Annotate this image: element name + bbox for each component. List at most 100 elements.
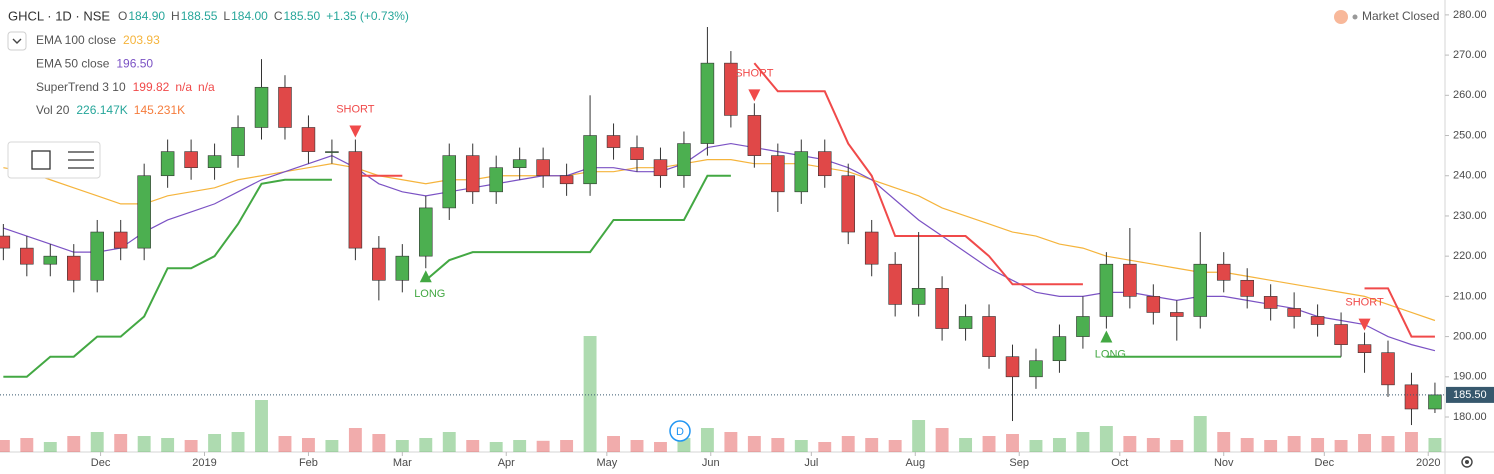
volume-bar: [1405, 432, 1418, 452]
indicator-value: 199.82: [133, 80, 170, 94]
candle-body: [864, 231, 879, 265]
status-bullet: [1352, 14, 1358, 20]
candle-body: [231, 127, 245, 156]
volume-bar: [724, 432, 738, 452]
settings-icon[interactable]: [1461, 456, 1473, 468]
volume-bar: [255, 400, 268, 452]
volume-bar: [982, 436, 996, 452]
long-arrow: [419, 270, 432, 283]
indicator-value: 226.147K: [76, 103, 127, 117]
ohlc-key: O: [118, 9, 127, 23]
volume-bar: [419, 438, 433, 452]
short-label: SHORT: [336, 103, 375, 115]
volume-bar: [1217, 432, 1231, 452]
candle-body: [724, 62, 738, 116]
x-tick-label: Oct: [1111, 457, 1128, 469]
symbol: GHCL · 1D · NSE: [8, 8, 110, 23]
volume-bar: [395, 440, 409, 452]
long-arrow: [1100, 330, 1113, 343]
x-tick-label: Apr: [498, 457, 515, 469]
y-tick-label: 270.00: [1453, 49, 1487, 61]
collapse-toggle[interactable]: [7, 31, 27, 51]
volume-bar: [442, 432, 456, 452]
candle-body: [794, 151, 809, 193]
volume-bar: [208, 434, 222, 452]
volume-bar: [301, 438, 315, 452]
volume-bar: [137, 436, 151, 452]
candle-body: [372, 247, 386, 281]
y-tick-label: 230.00: [1453, 210, 1487, 222]
volume-bar: [184, 440, 198, 452]
volume-bar: [607, 436, 620, 452]
indicator-value: n/a: [198, 80, 215, 94]
volume-bar: [161, 438, 175, 452]
ohlc-value: 188.55: [181, 9, 218, 23]
short-arrow: [748, 89, 761, 102]
candle-body: [630, 147, 644, 160]
candle-body: [536, 159, 550, 177]
volume-bar: [865, 438, 879, 452]
candle-body: [1052, 336, 1067, 362]
x-tick-label: 2020: [1416, 457, 1440, 469]
candle-body: [1123, 263, 1137, 297]
x-tick-label: Jul: [804, 457, 818, 469]
candle-body: [160, 151, 175, 177]
volume-bar: [231, 432, 245, 452]
candle-body: [1099, 263, 1114, 317]
long-label: LONG: [414, 288, 445, 300]
volume-bar: [583, 336, 597, 452]
volume-bar: [43, 442, 57, 452]
volume-bar: [1193, 416, 1207, 452]
dividend-marker[interactable]: [669, 420, 691, 442]
menu-tool[interactable]: [68, 151, 94, 169]
volume-bar: [325, 440, 339, 452]
volume-bar: [1358, 434, 1371, 452]
volume-bar: [841, 436, 855, 452]
candle-body: [442, 155, 457, 209]
candle-body: [348, 151, 363, 249]
volume-bar: [912, 420, 926, 452]
candle-body: [43, 255, 58, 265]
ohlc-key: C: [274, 9, 283, 23]
volume-bar: [1006, 434, 1019, 452]
volume-bar: [700, 428, 714, 452]
candle-body: [278, 86, 292, 128]
volume-bar: [1076, 432, 1090, 452]
ohlc-key: H: [171, 9, 180, 23]
candle-body: [20, 247, 34, 265]
candle-body: [958, 316, 973, 329]
last-price-label: 185.50: [1453, 389, 1487, 401]
indicator-value: 196.50: [116, 57, 153, 71]
indicator-name: SuperTrend 3 10: [36, 80, 126, 94]
candle-body: [465, 155, 480, 193]
x-tick-label: Sep: [1009, 457, 1029, 469]
volume-bar: [1264, 440, 1278, 452]
candle-body: [113, 231, 128, 249]
candle-body: [1240, 279, 1254, 297]
volume-bar: [1334, 440, 1348, 452]
supertrend-short: [1364, 287, 1435, 338]
volume-bar: [1311, 438, 1325, 452]
candle-body: [841, 175, 855, 233]
candle-body: [254, 86, 269, 128]
rectangle-tool[interactable]: [31, 150, 51, 170]
y-tick-label: 220.00: [1453, 250, 1487, 262]
volume-bar: [771, 438, 785, 452]
volume-bar: [1146, 438, 1160, 452]
volume-bar: [935, 428, 949, 452]
long-label: LONG: [1095, 348, 1126, 360]
volume-bar: [1052, 438, 1066, 452]
ohlc-value: 184.00: [231, 9, 268, 23]
last-price-tag: [1446, 386, 1494, 403]
volume-bar: [536, 440, 550, 452]
indicator-name: EMA 100 close: [36, 33, 116, 47]
candle-body: [888, 263, 902, 305]
x-tick-label: Nov: [1214, 457, 1234, 469]
candle-body: [818, 151, 832, 177]
supertrend-long: [425, 174, 731, 282]
candle-body: [747, 115, 762, 156]
drawing-toolbar: [7, 141, 101, 179]
candle-body: [677, 143, 691, 177]
volume-bar: [513, 440, 527, 452]
indicator-name: EMA 50 close: [36, 57, 110, 71]
